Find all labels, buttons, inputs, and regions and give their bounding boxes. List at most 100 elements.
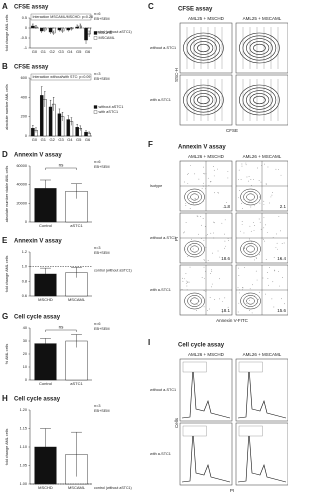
column-header: AML26 + MSCAML	[243, 352, 282, 357]
event-dot	[263, 217, 265, 218]
event-dot	[273, 269, 275, 271]
event-dot	[242, 287, 244, 289]
significance-label: ns	[59, 163, 65, 168]
event-dot	[265, 182, 267, 184]
event-dot	[227, 238, 229, 240]
annotation: Interaction MSCAML/MSCHD: p=0.28	[33, 15, 93, 19]
row-label: without a-STC1	[150, 388, 176, 392]
contour	[183, 84, 224, 116]
y-tick-label: 60000	[16, 164, 27, 168]
y-tick-label: 0	[25, 378, 27, 382]
y-tick-label: 0.5	[22, 16, 27, 20]
x-tick-label: G3	[58, 49, 64, 54]
contour	[240, 292, 261, 310]
event-dot	[217, 250, 219, 252]
quadrant-percent: 18.6	[221, 256, 230, 261]
event-dot	[201, 224, 202, 226]
event-dot	[191, 300, 193, 301]
bar	[34, 343, 57, 381]
event-dot	[237, 287, 239, 289]
event-dot	[243, 232, 245, 234]
contour	[253, 95, 266, 105]
column-header: AML26 + MSCHD	[188, 352, 225, 357]
event-dot	[203, 182, 204, 184]
annotation-box	[30, 13, 92, 21]
event-dot	[217, 168, 219, 170]
chart-title: Annexin V assay	[14, 239, 62, 245]
event-dot	[201, 187, 203, 189]
event-dot	[261, 165, 263, 166]
event-dot	[222, 312, 223, 314]
legend-swatch	[93, 105, 98, 109]
event-dot	[186, 289, 188, 291]
y-tick-label: 1.2	[22, 250, 27, 254]
chart-title: CFSE assay	[14, 5, 49, 11]
contour	[184, 188, 205, 206]
panel-title: CFSE assay	[178, 7, 213, 13]
x-tick-label: aSTC1	[70, 381, 83, 386]
y-axis-label: fold change AML cells	[5, 15, 9, 52]
event-dot	[246, 176, 248, 178]
event-dot	[245, 162, 247, 164]
event-dot	[279, 285, 280, 287]
panel-label: A	[2, 2, 8, 11]
event-dot	[251, 185, 252, 186]
y-axis-label: % AML cells	[5, 344, 9, 365]
event-dot	[268, 284, 269, 286]
panel-label: D	[2, 150, 8, 159]
event-dot	[190, 244, 192, 246]
x-tick-label: MSCAML	[68, 297, 86, 302]
event-dot	[196, 304, 198, 305]
event-dot	[266, 272, 268, 273]
event-dot	[224, 233, 225, 235]
x-tick-label: G4	[67, 137, 73, 142]
x-tick-label: G4	[67, 49, 73, 54]
event-dot	[203, 240, 205, 241]
event-dot	[238, 169, 240, 171]
column-header: AML25 + MSCAML	[243, 16, 282, 21]
event-dot	[237, 179, 239, 180]
contour	[187, 295, 202, 307]
y-tick-label: 0.6	[22, 294, 27, 298]
x-tick-label: Control	[39, 223, 52, 228]
x-tick-label: G0	[32, 49, 38, 54]
event-dot	[184, 278, 186, 280]
event-dot	[280, 230, 281, 232]
event-dot	[263, 204, 265, 206]
event-dot	[224, 219, 226, 221]
contour	[240, 240, 261, 258]
contour	[187, 191, 202, 203]
event-dot	[192, 248, 194, 250]
plot-frame	[179, 22, 233, 74]
contour	[190, 90, 217, 110]
event-dot	[248, 243, 250, 245]
y-tick-label: 0	[25, 26, 27, 30]
quadrant-percent: 2.1	[280, 204, 287, 209]
event-dot	[212, 252, 213, 254]
event-dot	[256, 258, 257, 259]
event-dot	[188, 281, 190, 283]
event-dot	[278, 270, 279, 272]
event-dot	[203, 290, 205, 292]
annotation-box	[30, 73, 92, 81]
note: n=6	[94, 160, 100, 164]
event-dot	[196, 215, 198, 217]
panel-label: E	[2, 236, 8, 245]
annotation: Interaction without/with STC: p=0.09	[33, 75, 91, 79]
event-dot	[262, 238, 264, 240]
event-dot	[265, 293, 266, 295]
event-dot	[211, 269, 212, 271]
event-dot	[255, 270, 257, 272]
reference-label: control (without aSTC1)	[94, 269, 132, 273]
event-dot	[249, 288, 251, 290]
event-dot	[238, 275, 240, 276]
y-axis-label: SSC-H	[174, 68, 179, 82]
event-dot	[222, 207, 224, 208]
event-dot	[214, 192, 216, 194]
x-axis-label: PI	[230, 488, 234, 493]
event-dot	[201, 276, 203, 278]
event-dot	[256, 303, 257, 304]
x-tick-label: G6	[85, 137, 91, 142]
event-dot	[184, 248, 186, 250]
plot-frame	[235, 22, 288, 74]
